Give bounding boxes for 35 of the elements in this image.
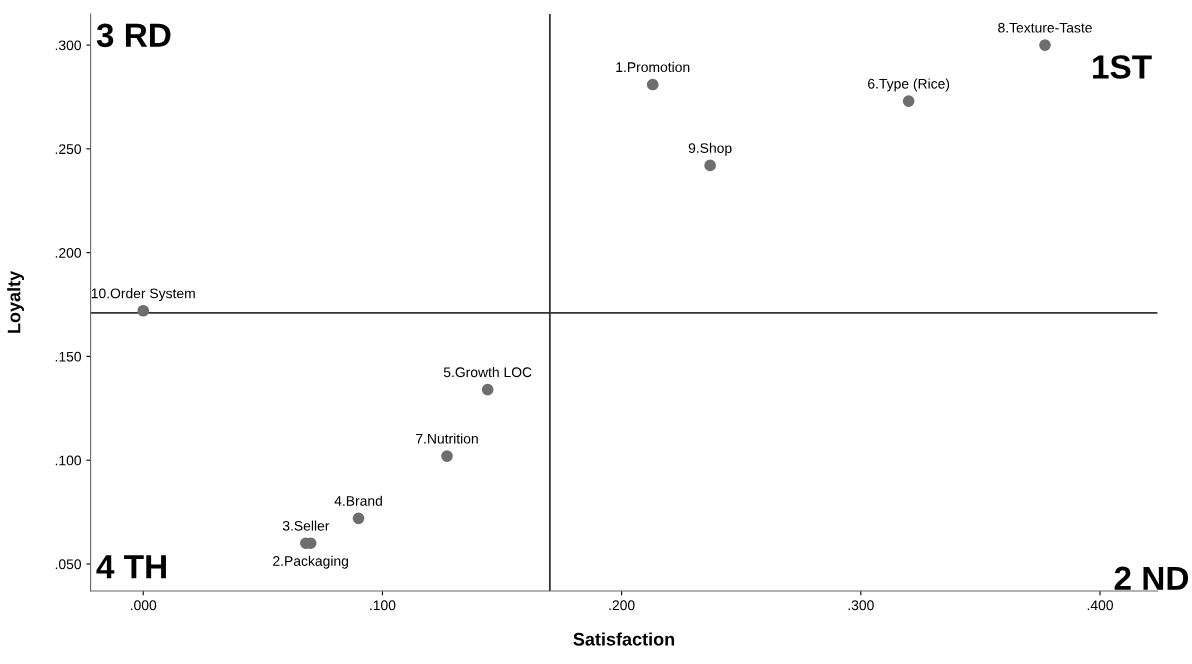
annotation: 5.Growth LOC [443,366,532,378]
point [902,95,915,107]
y-axis-title: Loyalty [7,270,24,333]
annotation: 9.Shop [688,142,732,156]
y-tick-label: .150 [55,351,82,362]
y-tick-label: .100 [55,455,82,466]
annotation: 3.Seller [282,520,330,531]
x-tick-label: .400 [1087,600,1113,611]
annotation: 10.Order System [91,288,195,302]
annotation: 2.Packaging [273,555,348,569]
point [1039,39,1051,51]
y-tick-label: .050 [55,559,82,570]
point [646,78,659,91]
x-tick-label: .200 [609,600,635,611]
annotation: 2 ND [1114,566,1189,590]
point [481,383,494,396]
point [441,450,453,462]
annotation: 6.Type (Rice) [868,78,950,92]
y-tick-label: .300 [55,40,82,51]
x-tick-label: .000 [130,600,157,611]
annotation: 1ST [1093,55,1152,79]
x-tick-label: .300 [848,600,874,611]
point [352,512,365,525]
annotation: 7.Nutrition [416,433,478,444]
x-axis-title: Satisfaction [573,632,675,646]
annotation: 3 RD [96,23,171,48]
point [137,304,150,317]
annotation: 4 TH [96,555,166,579]
annotation: 1.Promotion [616,61,690,73]
annotation: 8.Texture-Taste [998,22,1092,33]
annotation: 4.Brand [334,495,382,506]
y-tick-label: .200 [55,247,82,258]
x-tick-label: .100 [370,600,396,611]
y-tick-label: .250 [55,144,82,155]
point [704,159,716,172]
